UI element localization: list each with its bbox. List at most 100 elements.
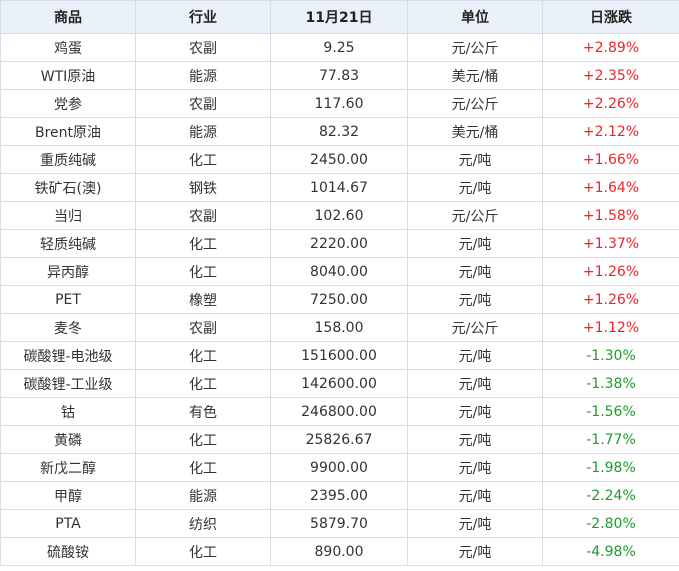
table-cell: 农副 [135, 313, 271, 342]
table-cell: 钴 [0, 397, 136, 426]
table-cell: 元/公斤 [407, 89, 543, 118]
table-cell: 9.25 [270, 33, 408, 62]
table-row: 甲醇 能源 2395.00 元/吨 -2.24% [0, 481, 679, 510]
table-cell: 9900.00 [270, 453, 408, 482]
table-cell: 元/公斤 [407, 33, 543, 62]
table-cell: 纺织 [135, 509, 271, 538]
table-body: 鸡蛋 农副 9.25 元/公斤 +2.89% WTI原油 能源 77.83 美元/桶 +2.35%… [0, 33, 679, 566]
table-cell: 硫酸铵 [0, 537, 136, 566]
table-cell: 当归 [0, 201, 136, 230]
table-row: 轻质纯碱 化工 2220.00 元/吨 +1.37% [0, 229, 679, 258]
table-cell: 8040.00 [270, 257, 408, 286]
table-cell: 元/吨 [407, 229, 543, 258]
table-row: 硫酸铵 化工 890.00 元/吨 -4.98% [0, 537, 679, 566]
table-cell: 151600.00 [270, 341, 408, 370]
table-cell: 元/吨 [407, 369, 543, 398]
table-cell: +1.64% [542, 173, 679, 202]
header-cell: 行业 [135, 0, 271, 34]
table-cell: 麦冬 [0, 313, 136, 342]
table-cell: -2.80% [542, 509, 679, 538]
table-cell: -1.98% [542, 453, 679, 482]
table-cell: -1.56% [542, 397, 679, 426]
table-cell: 轻质纯碱 [0, 229, 136, 258]
table-row: 麦冬 农副 158.00 元/公斤 +1.12% [0, 313, 679, 342]
table-cell: 25826.67 [270, 425, 408, 454]
table-cell: 158.00 [270, 313, 408, 342]
table-row: WTI原油 能源 77.83 美元/桶 +2.35% [0, 61, 679, 90]
table-cell: -1.77% [542, 425, 679, 454]
table-row: Brent原油 能源 82.32 美元/桶 +2.12% [0, 117, 679, 146]
table-row: 钴有色 246800.00 元/吨 -1.56% [0, 397, 679, 426]
table-cell: -1.38% [542, 369, 679, 398]
table-row: 黄磷 化工 25826.67 元/吨 -1.77% [0, 425, 679, 454]
table-cell: 2450.00 [270, 145, 408, 174]
table-cell: 新戊二醇 [0, 453, 136, 482]
table-cell: 5879.70 [270, 509, 408, 538]
table-cell: 102.60 [270, 201, 408, 230]
table-row: 鸡蛋 农副 9.25 元/公斤 +2.89% [0, 33, 679, 62]
table-cell: WTI原油 [0, 61, 136, 90]
table-row: PTA 纺织 5879.70 元/吨 -2.80% [0, 509, 679, 538]
table-cell: 元/吨 [407, 285, 543, 314]
table-cell: 党参 [0, 89, 136, 118]
table-cell: 元/吨 [407, 481, 543, 510]
table-cell: 117.60 [270, 89, 408, 118]
table-row: 碳酸锂-工业级 化工 142600.00 元/吨 -1.38% [0, 369, 679, 398]
table-cell: 2220.00 [270, 229, 408, 258]
table-cell: 异丙醇 [0, 257, 136, 286]
table-cell: 元/公斤 [407, 201, 543, 230]
table-cell: 化工 [135, 369, 271, 398]
table-cell: 橡塑 [135, 285, 271, 314]
table-cell: 化工 [135, 537, 271, 566]
table-cell: 鸡蛋 [0, 33, 136, 62]
table-row: 重质纯碱 化工 2450.00 元/吨 +1.66% [0, 145, 679, 174]
table-cell: 铁矿石(澳) [0, 173, 136, 202]
table-cell: +1.58% [542, 201, 679, 230]
table-cell: 元/吨 [407, 341, 543, 370]
table-cell: PTA [0, 509, 136, 538]
table-cell: 能源 [135, 481, 271, 510]
table-cell: 化工 [135, 229, 271, 258]
table-cell: 农副 [135, 89, 271, 118]
table-cell: 元/吨 [407, 425, 543, 454]
table-cell: 7250.00 [270, 285, 408, 314]
header-cell: 单位 [407, 0, 543, 34]
table-cell: 元/吨 [407, 257, 543, 286]
table-cell: 美元/桶 [407, 61, 543, 90]
table-cell: 元/吨 [407, 397, 543, 426]
header-cell: 日涨跌 [542, 0, 679, 34]
table-cell: +1.26% [542, 257, 679, 286]
table-cell: 化工 [135, 145, 271, 174]
table-cell: 能源 [135, 117, 271, 146]
table-row: 党参 农副 117.60 元/公斤 +2.26% [0, 89, 679, 118]
table-cell: 农副 [135, 33, 271, 62]
table-cell: 化工 [135, 425, 271, 454]
table-cell: +1.66% [542, 145, 679, 174]
table-cell: +1.12% [542, 313, 679, 342]
table-cell: +2.12% [542, 117, 679, 146]
table-cell: 钢铁 [135, 173, 271, 202]
table-cell: 化工 [135, 453, 271, 482]
table-cell: 元/吨 [407, 509, 543, 538]
table-cell: -1.30% [542, 341, 679, 370]
table-cell: 能源 [135, 61, 271, 90]
table-cell: -4.98% [542, 537, 679, 566]
table-cell: 碳酸锂-电池级 [0, 341, 136, 370]
table-cell: 元/公斤 [407, 313, 543, 342]
table-cell: +2.89% [542, 33, 679, 62]
table-cell: 碳酸锂-工业级 [0, 369, 136, 398]
table-cell: +1.37% [542, 229, 679, 258]
table-cell: 1014.67 [270, 173, 408, 202]
table-cell: 77.83 [270, 61, 408, 90]
table-cell: 142600.00 [270, 369, 408, 398]
table-cell: 890.00 [270, 537, 408, 566]
table-cell: 元/吨 [407, 453, 543, 482]
table-cell: 元/吨 [407, 537, 543, 566]
table-cell: 农副 [135, 201, 271, 230]
table-cell: 元/吨 [407, 173, 543, 202]
table-row: 铁矿石(澳) 钢铁 1014.67 元/吨 +1.64% [0, 173, 679, 202]
table-cell: +2.35% [542, 61, 679, 90]
table-cell: 元/吨 [407, 145, 543, 174]
